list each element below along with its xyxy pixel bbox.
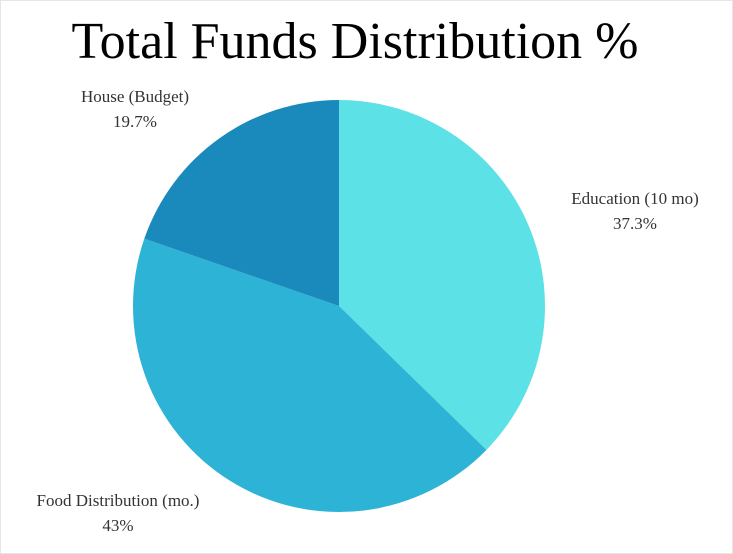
- slice-value-label-3: 19.7%: [113, 112, 157, 131]
- pie-labels: Education (10 mo) 37.3% Food Distribution …: [37, 87, 699, 535]
- pie-slices: [133, 100, 545, 512]
- pie-slice-1: [339, 100, 545, 450]
- chart-title: Total Funds Distribution %: [71, 13, 639, 70]
- slice-label-1: Education (10 mo): [571, 189, 698, 208]
- slice-value-label-2: 43%: [102, 516, 133, 535]
- slice-label-2: Food Distribution (mo.): [37, 491, 200, 510]
- slice-label-3: House (Budget): [81, 87, 189, 106]
- pie-slice-2: [133, 238, 487, 512]
- pie-slice-3: [144, 100, 339, 306]
- slice-value-label-1: 37.3%: [613, 214, 657, 233]
